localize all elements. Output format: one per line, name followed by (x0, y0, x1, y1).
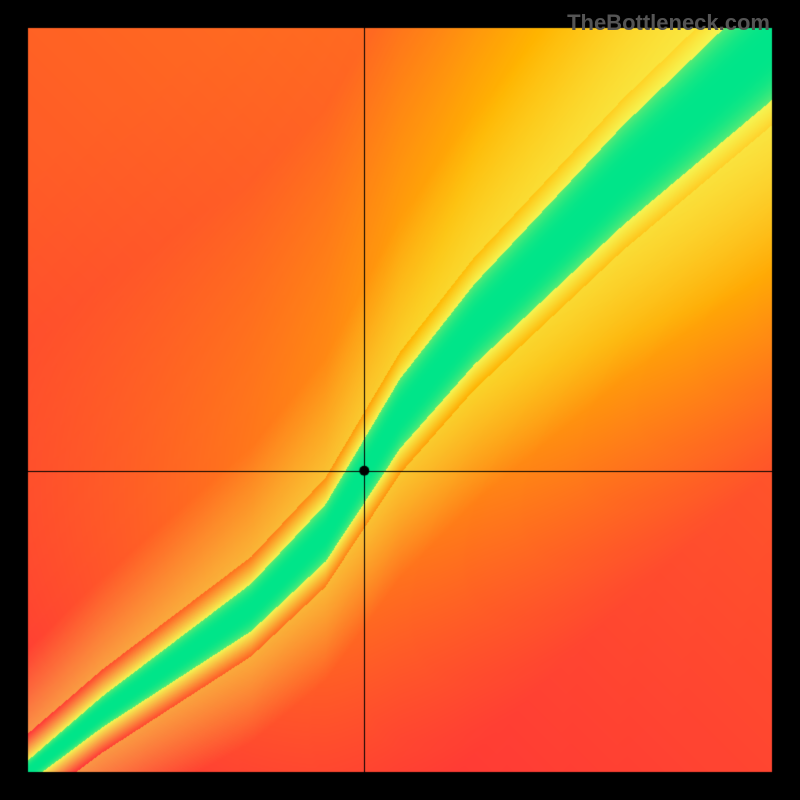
bottleneck-heatmap (0, 0, 800, 800)
watermark-text: TheBottleneck.com (567, 10, 770, 36)
chart-container: TheBottleneck.com (0, 0, 800, 800)
